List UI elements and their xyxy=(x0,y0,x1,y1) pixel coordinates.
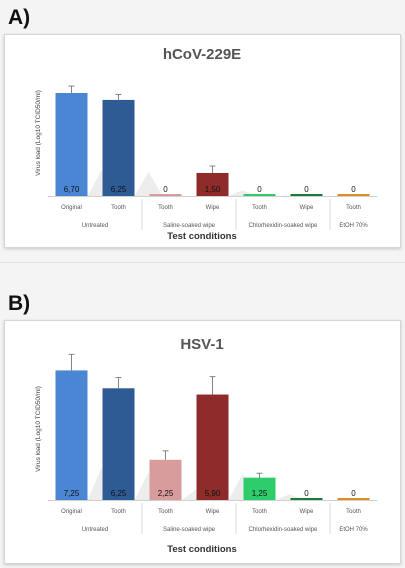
group-label: Untreated xyxy=(82,527,108,533)
data-label: 6,70 xyxy=(64,185,80,194)
bar xyxy=(290,194,323,196)
chart-a-svg: hCoV-229E Virus load (Log10 TCID50/ml) Tes… xyxy=(35,46,377,242)
tick-label: Tooth xyxy=(111,509,126,515)
bar xyxy=(337,194,370,196)
x-axis-label: Test conditions xyxy=(167,544,237,555)
bar xyxy=(196,394,229,500)
group-label: Saline-soaked wipe xyxy=(163,527,216,533)
tick-label: Wipe xyxy=(206,205,220,211)
group-label: EtOH 70% xyxy=(339,223,368,229)
y-axis-label: Virus load (Log10 TCID50/ml) xyxy=(35,90,42,176)
tick-label: Tooth xyxy=(111,205,126,211)
x-axis-label: Test conditions xyxy=(167,231,237,242)
data-label: 0 xyxy=(351,185,356,194)
bar xyxy=(55,370,88,500)
group-label: Chlorhexidin-soaked wipe xyxy=(249,223,318,229)
data-label: 7,25 xyxy=(64,489,80,498)
data-label: 0 xyxy=(304,185,309,194)
group-label: EtOH 70% xyxy=(339,527,368,533)
data-label: 2,25 xyxy=(158,489,174,498)
tick-label: Tooth xyxy=(158,509,173,515)
panel-label-a: A) xyxy=(8,6,31,29)
chart-panel-a: hCoV-229E Virus load (Log10 TCID50/ml) Tes… xyxy=(4,34,401,248)
bar xyxy=(55,92,88,196)
bar xyxy=(290,498,323,500)
data-label: 0 xyxy=(257,185,262,194)
bar xyxy=(243,194,276,196)
tick-label: Wipe xyxy=(300,205,314,211)
bar xyxy=(243,477,276,500)
bar xyxy=(337,498,370,500)
bar-shadow xyxy=(134,171,163,196)
tick-label: Tooth xyxy=(252,205,267,211)
chart-title: HSV-1 xyxy=(180,336,223,353)
data-label: 1,25 xyxy=(252,489,268,498)
bar xyxy=(102,99,135,196)
y-axis-label: Virus load (Log10 TCID50/ml) xyxy=(35,386,42,472)
data-label: 0 xyxy=(351,489,356,498)
tick-label: Tooth xyxy=(346,509,361,515)
bar xyxy=(102,388,135,500)
panel-label-b: B) xyxy=(8,292,31,315)
tick-label: Tooth xyxy=(158,205,173,211)
group-label: Untreated xyxy=(82,223,108,229)
bar xyxy=(149,459,182,500)
data-label: 6,25 xyxy=(111,185,127,194)
group-label: Saline-soaked wipe xyxy=(163,223,216,229)
data-label: 0 xyxy=(304,489,309,498)
chart-title: hCoV-229E xyxy=(163,46,241,63)
chart-b-svg: HSV-1 Virus load (Log10 TCID50/ml) Test co… xyxy=(35,336,377,555)
divider xyxy=(0,262,405,263)
data-label: 1,50 xyxy=(205,185,221,194)
tick-label: Tooth xyxy=(252,509,267,515)
bar xyxy=(149,194,182,196)
data-label: 6,25 xyxy=(111,489,127,498)
tick-label: Wipe xyxy=(206,509,220,515)
chart-panel-b: HSV-1 Virus load (Log10 TCID50/ml) Test co… xyxy=(4,320,401,564)
tick-label: Wipe xyxy=(300,509,314,515)
bar xyxy=(196,172,229,196)
tick-label: Original xyxy=(61,205,82,211)
tick-label: Original xyxy=(61,509,82,515)
tick-label: Tooth xyxy=(346,205,361,211)
group-label: Chlorhexidin-soaked wipe xyxy=(249,527,318,533)
data-label: 5,90 xyxy=(205,489,221,498)
data-label: 0 xyxy=(163,185,168,194)
